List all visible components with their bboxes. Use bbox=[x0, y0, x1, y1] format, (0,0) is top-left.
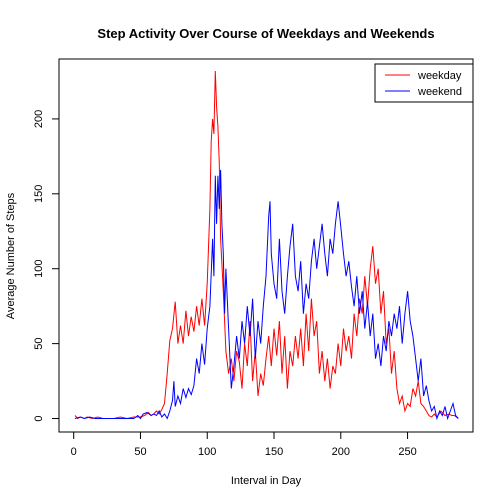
y-tick-label: 150 bbox=[33, 185, 45, 203]
y-tick-label: 50 bbox=[33, 337, 45, 349]
series-line-weekend bbox=[74, 169, 459, 421]
legend-label-weekday: weekday bbox=[417, 70, 462, 82]
y-axis: 0 50 100 150 200 bbox=[33, 110, 60, 422]
x-axis-label: Interval in Day bbox=[231, 475, 302, 487]
x-tick-label: 200 bbox=[332, 446, 350, 458]
x-tick-label: 0 bbox=[71, 446, 77, 458]
x-tick-label: 100 bbox=[198, 446, 216, 458]
x-tick-label: 50 bbox=[134, 446, 146, 458]
legend: weekday weekend bbox=[374, 63, 474, 103]
chart-title: Step Activity Over Course of Weekdays an… bbox=[97, 26, 434, 41]
plot-frame bbox=[58, 58, 474, 433]
legend-box bbox=[374, 63, 474, 103]
legend-label-weekend: weekend bbox=[417, 86, 462, 98]
y-axis-label: Average Number of Steps bbox=[5, 192, 17, 319]
x-axis: 0 50 100 150 200 250 bbox=[71, 431, 417, 458]
y-tick-label: 0 bbox=[33, 415, 45, 421]
x-tick-label: 150 bbox=[265, 446, 283, 458]
x-tick-label: 250 bbox=[398, 446, 416, 458]
series-line-weekday bbox=[74, 70, 459, 420]
series-layer bbox=[74, 70, 459, 421]
y-tick-label: 100 bbox=[33, 260, 45, 278]
y-tick-label: 200 bbox=[33, 110, 45, 128]
